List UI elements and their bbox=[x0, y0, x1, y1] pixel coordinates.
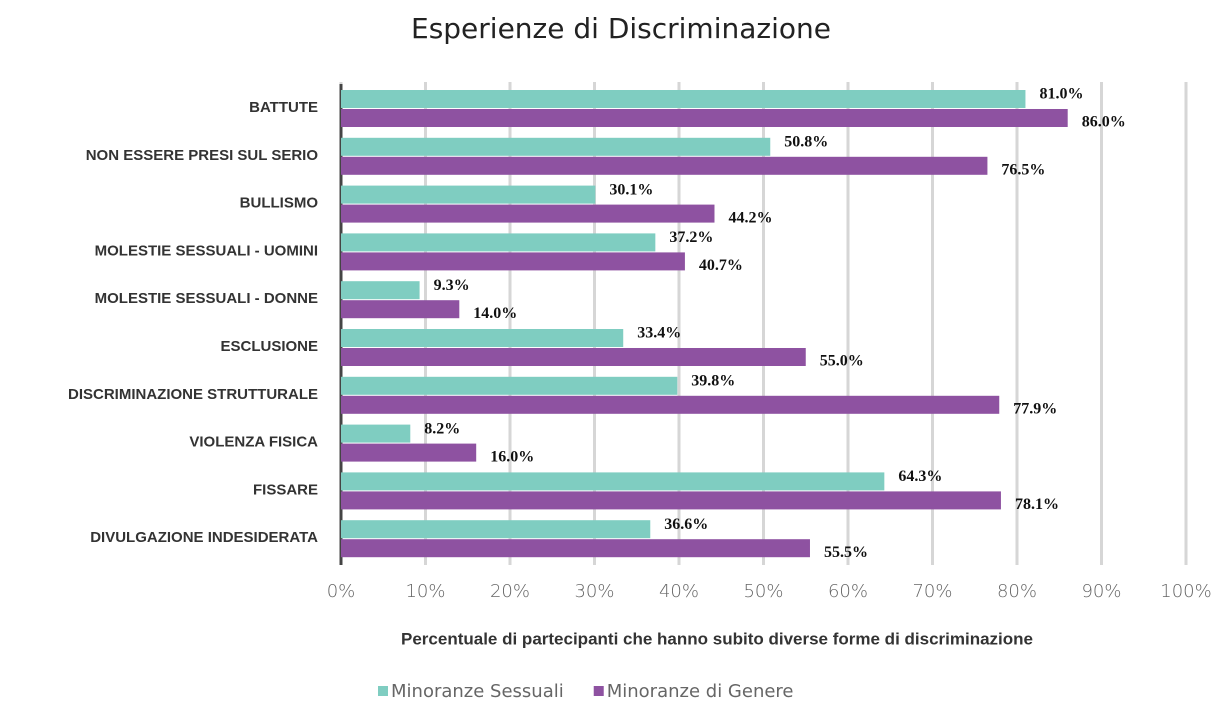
bar bbox=[341, 329, 624, 347]
bar bbox=[341, 348, 806, 366]
data-label: 55.5% bbox=[824, 544, 868, 561]
data-label: 8.2% bbox=[424, 420, 460, 437]
y-tick-label: DIVULGAZIONE INDESIDERATA bbox=[90, 529, 318, 546]
x-tick-label: 90% bbox=[1081, 581, 1121, 602]
y-tick-label: MOLESTIE SESSUALI - UOMINI bbox=[95, 242, 318, 259]
bar bbox=[341, 252, 685, 271]
data-label: 64.3% bbox=[898, 468, 942, 485]
data-label: 39.8% bbox=[691, 372, 735, 389]
data-label: 44.2% bbox=[728, 209, 772, 226]
x-tick-label: 10% bbox=[405, 581, 445, 602]
x-tick-label: 30% bbox=[574, 581, 614, 602]
data-label: 78.1% bbox=[1015, 496, 1059, 513]
x-tick-label: 20% bbox=[490, 581, 530, 602]
x-tick-label: 0% bbox=[327, 581, 356, 602]
x-tick-label: 100% bbox=[1160, 581, 1211, 602]
bar bbox=[341, 300, 460, 319]
bar bbox=[341, 156, 988, 175]
y-tick-label: ESCLUSIONE bbox=[220, 338, 318, 355]
data-label: 30.1% bbox=[609, 181, 653, 198]
data-label: 86.0% bbox=[1082, 114, 1126, 131]
data-label: 36.6% bbox=[664, 516, 708, 533]
y-tick-label: DISCRIMINAZIONE STRUTTURALE bbox=[68, 386, 318, 403]
y-tick-label: NON ESSERE PRESI SUL SERIO bbox=[86, 147, 319, 164]
bar bbox=[341, 233, 656, 252]
legend-label: Minoranze di Genere bbox=[607, 681, 794, 702]
data-label: 16.0% bbox=[490, 448, 534, 465]
data-label: 81.0% bbox=[1039, 86, 1083, 103]
y-tick-label: VIOLENZA FISICA bbox=[189, 434, 318, 451]
x-tick-label: 50% bbox=[743, 581, 783, 602]
chart-title: Esperienze di Discriminazione bbox=[411, 12, 831, 45]
data-label: 9.3% bbox=[434, 277, 470, 294]
y-tick-label: FISSARE bbox=[253, 481, 318, 498]
data-label: 40.7% bbox=[699, 257, 743, 274]
bar bbox=[341, 520, 651, 539]
data-label: 50.8% bbox=[784, 133, 828, 150]
data-label: 55.0% bbox=[820, 353, 864, 370]
bar bbox=[341, 281, 420, 300]
bar bbox=[341, 472, 885, 491]
x-tick-label: 70% bbox=[912, 581, 952, 602]
data-label: 33.4% bbox=[637, 325, 681, 342]
y-tick-label: BATTUTE bbox=[249, 99, 318, 116]
y-tick-label: BULLISMO bbox=[240, 195, 319, 212]
bar bbox=[341, 395, 1000, 414]
bar bbox=[341, 137, 771, 156]
bar bbox=[341, 109, 1068, 127]
data-label: 14.0% bbox=[473, 305, 517, 322]
bar bbox=[341, 90, 1026, 108]
data-label: 37.2% bbox=[669, 229, 713, 246]
bar bbox=[341, 443, 477, 462]
x-tick-label: 40% bbox=[659, 581, 699, 602]
legend-swatch bbox=[593, 686, 604, 696]
data-label: 76.5% bbox=[1001, 161, 1045, 178]
legend-label: Minoranze Sessuali bbox=[391, 681, 564, 702]
bar bbox=[341, 185, 596, 204]
legend-swatch bbox=[378, 686, 388, 696]
bar bbox=[341, 204, 715, 223]
bar bbox=[341, 424, 411, 443]
bar bbox=[341, 539, 810, 558]
x-tick-label: 80% bbox=[997, 581, 1037, 602]
bar bbox=[341, 376, 678, 395]
x-axis-label: Percentuale di partecipanti che hanno su… bbox=[401, 629, 1033, 648]
x-tick-label: 60% bbox=[828, 581, 868, 602]
bar bbox=[341, 491, 1001, 510]
y-tick-label: MOLESTIE SESSUALI - DONNE bbox=[95, 290, 318, 307]
data-label: 77.9% bbox=[1013, 400, 1057, 417]
